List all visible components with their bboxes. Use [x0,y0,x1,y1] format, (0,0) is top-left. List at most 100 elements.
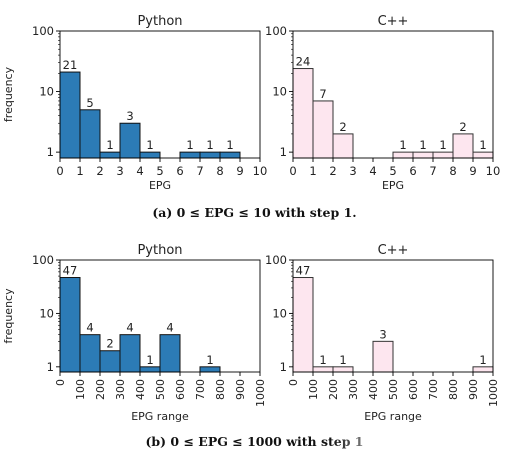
x-tick-label: 2 [96,164,103,178]
bar-value-label: 2 [339,120,346,134]
bar-value-label: 3 [379,327,386,341]
bar-value-label: 21 [63,58,78,72]
x-tick-label: 1 [309,164,316,178]
bar-value-label: 1 [206,353,213,367]
bar-value-label: 1 [206,138,213,152]
x-tick-label: 1000 [487,379,500,407]
x-tick-label: 500 [387,379,400,400]
bar-value-label: 1 [146,138,153,152]
bar-value-label: 47 [296,264,311,278]
bar-value-label: 4 [166,321,173,335]
bar [392,151,414,159]
bar [59,71,81,159]
bar-value-label: 1 [319,353,326,367]
x-tick-label: 5 [156,164,163,178]
bar [119,122,141,159]
bar-value-label: 4 [86,321,93,335]
x-tick-label: 0 [289,164,296,178]
bar-value-label: 2 [459,120,466,134]
bar [332,366,354,373]
x-tick-label: 7 [429,164,436,178]
caption-b: (b) 0 ≤ EPG ≤ 1000 with step 1 [145,434,364,449]
x-tick-label: 400 [367,379,380,400]
x-tick-label: 1 [76,164,83,178]
x-tick-label: 4 [369,164,376,178]
chart-title: C++ [378,243,409,258]
x-tick-label: 5 [389,164,396,178]
y-axis-label: frequency [2,66,15,122]
y-tick-label: 100 [32,253,54,267]
x-axis-label: EPG [149,179,171,192]
x-axis-label: EPG range [364,410,422,423]
bar-value-label: 1 [146,353,153,367]
bar-value-label: 3 [126,109,133,123]
bar-value-label: 1 [106,138,113,152]
bar [79,109,101,159]
x-tick-label: 6 [409,164,416,178]
bar-value-label: 1 [339,353,346,367]
x-tick-label: 3 [116,164,123,178]
bar [199,366,221,373]
y-tick-label: 100 [265,253,287,267]
x-tick-label: 1000 [254,379,267,407]
x-tick-label: 9 [469,164,476,178]
bar-value-label: 1 [399,138,406,152]
y-tick-label: 1 [280,360,287,374]
bar [139,151,161,159]
x-tick-label: 300 [114,379,127,400]
y-tick-label: 10 [39,85,54,99]
bar [99,151,121,159]
y-tick-label: 100 [265,24,287,38]
x-tick-label: 7 [196,164,203,178]
x-axis-label: EPG [382,179,404,192]
x-tick-label: 6 [176,164,183,178]
bar [452,133,474,159]
bar-value-label: 1 [479,353,486,367]
x-tick-label: 10 [486,164,501,178]
chart-title: Python [137,243,182,258]
x-tick-label: 900 [234,379,247,400]
x-tick-label: 700 [194,379,207,400]
y-axis-label: frequency [2,288,15,344]
caption-fade [330,432,440,454]
x-tick-label: 900 [467,379,480,400]
bar-value-label: 24 [296,55,311,69]
bar-value-label: 2 [106,337,113,351]
bar [179,151,201,159]
x-tick-label: 8 [216,164,223,178]
y-tick-label: 10 [272,306,287,320]
y-tick-label: 1 [47,360,54,374]
y-tick-label: 100 [32,24,54,38]
y-tick-label: 10 [272,85,287,99]
x-tick-label: 100 [74,379,87,400]
bar [199,151,221,159]
x-tick-label: 2 [329,164,336,178]
bar-value-label: 5 [86,96,93,110]
bar-value-label: 1 [419,138,426,152]
bar [292,68,314,159]
x-tick-label: 800 [214,379,227,400]
x-tick-label: 500 [154,379,167,400]
bar [472,366,494,373]
bar-value-label: 1 [226,138,233,152]
bar [159,334,181,373]
bar [219,151,241,159]
x-tick-label: 3 [349,164,356,178]
y-tick-label: 10 [39,306,54,320]
bar [312,100,334,159]
bar [472,151,494,159]
bar [432,151,454,159]
bar-value-label: 4 [126,321,133,335]
caption-a: (a) 0 ≤ EPG ≤ 10 with step 1. [152,205,357,220]
x-tick-label: 0 [56,164,63,178]
y-tick-label: 1 [47,145,54,159]
x-tick-label: 300 [347,379,360,400]
bar [79,334,101,373]
x-tick-label: 9 [236,164,243,178]
bar-value-label: 1 [479,138,486,152]
bar [139,366,161,373]
x-axis-label: EPG range [131,410,189,423]
chart-title: C++ [378,14,409,29]
bar-value-label: 47 [63,264,78,278]
